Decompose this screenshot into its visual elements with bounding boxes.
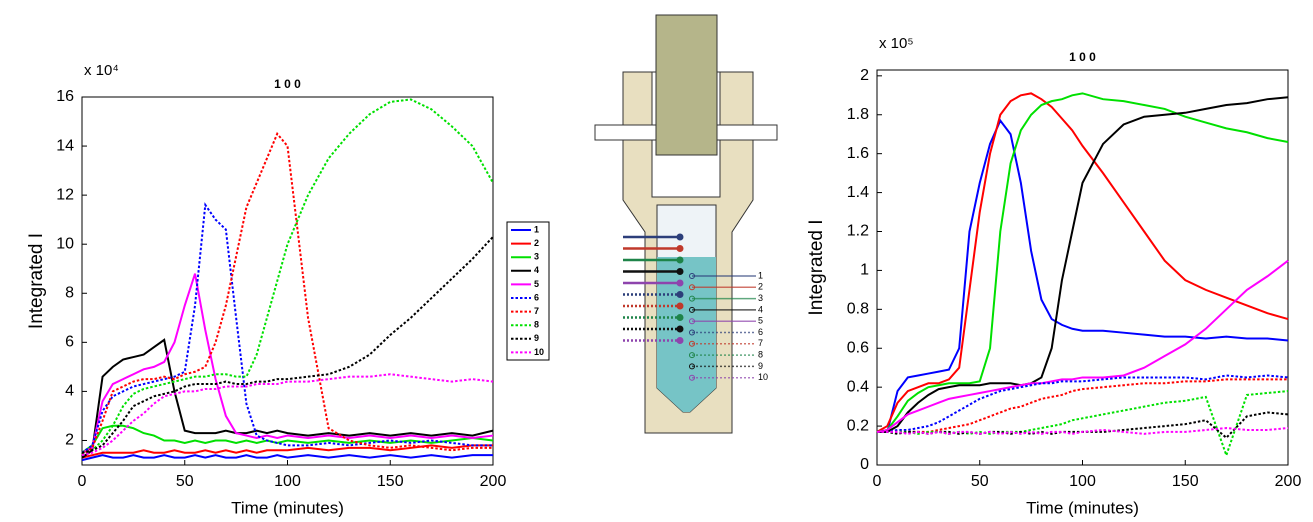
x-tick-label: 0 — [78, 473, 87, 490]
series-line — [877, 374, 1289, 433]
series-line — [81, 236, 494, 454]
chart-title: 1 0 0 — [274, 77, 301, 91]
label-dot — [689, 352, 695, 359]
axis-exponent: x 10⁵ — [879, 35, 914, 52]
axis-exponent: x 10⁴ — [84, 62, 119, 79]
y-tick-label: 14 — [56, 137, 74, 154]
series-line — [81, 131, 493, 456]
probe-label: 9 — [758, 361, 763, 371]
probe-label: 4 — [758, 304, 763, 314]
x-tick-label: 150 — [377, 473, 404, 490]
probe-label: 3 — [758, 293, 763, 303]
label-dot — [689, 273, 695, 279]
y-tick-label: 0.4 — [847, 378, 869, 395]
legend-label: 5 — [534, 279, 539, 289]
legend-label: 4 — [534, 265, 539, 275]
label-dot — [689, 374, 695, 381]
x-axis-label: Time (minutes) — [231, 498, 344, 517]
series-line — [876, 92, 1289, 433]
legend-label: 7 — [534, 306, 539, 316]
legend-label: 2 — [534, 238, 539, 248]
y-tick-label: 0.6 — [847, 339, 869, 356]
legend-label: 6 — [534, 292, 539, 302]
probe-tip — [676, 256, 684, 264]
probe-label: 7 — [758, 338, 763, 348]
x-axis-label: Time (minutes) — [1026, 498, 1139, 517]
y-tick-label: 12 — [56, 186, 74, 203]
y-tick-label: 1.8 — [847, 106, 869, 123]
x-tick-label: 100 — [274, 473, 301, 490]
y-tick-label: 1 — [860, 262, 869, 279]
series-line — [81, 273, 494, 454]
probe-label: 1 — [758, 270, 763, 280]
series-line — [81, 202, 493, 454]
y-axis-label: Integrated I — [26, 233, 47, 329]
probe-tip — [676, 279, 684, 287]
series-line — [81, 424, 494, 454]
label-dot — [689, 284, 695, 291]
y-tick-label: 16 — [56, 88, 74, 105]
legend-label: 1 — [534, 224, 539, 234]
y-tick-label: 2 — [860, 67, 869, 84]
label-dot — [689, 306, 695, 313]
label-dot — [689, 340, 695, 347]
probe-tip — [676, 302, 684, 310]
y-tick-label: 0 — [860, 456, 869, 473]
series-line — [81, 454, 493, 462]
y-tick-label: 0.2 — [847, 417, 869, 434]
y-tick-label: 1.4 — [847, 184, 869, 201]
liquid — [657, 257, 716, 412]
legend-label: 10 — [534, 347, 544, 357]
y-tick-label: 1.2 — [847, 223, 869, 240]
series-line — [81, 444, 493, 459]
label-dot — [689, 318, 695, 325]
y-tick-label: 10 — [56, 235, 74, 252]
x-tick-label: 50 — [971, 473, 989, 490]
y-tick-label: 8 — [65, 284, 74, 301]
legend-box — [506, 221, 550, 361]
legend-label: 9 — [534, 333, 539, 343]
series-line — [876, 259, 1289, 433]
label-dot — [689, 363, 695, 370]
legend-label: 3 — [534, 252, 539, 262]
y-axis-label: Integrated I — [806, 219, 827, 315]
x-tick-label: 150 — [1172, 473, 1199, 490]
x-tick-label: 50 — [176, 473, 194, 490]
x-tick-label: 200 — [1275, 473, 1302, 490]
probe-tip — [676, 268, 684, 275]
probe-label: 2 — [758, 282, 763, 292]
probe-tip — [676, 325, 684, 333]
series-line — [81, 373, 494, 457]
x-tick-label: 200 — [480, 473, 507, 490]
x-tick-label: 100 — [1069, 473, 1096, 490]
y-tick-label: 1.6 — [847, 145, 869, 162]
x-tick-label: 0 — [873, 473, 882, 490]
probe-tip — [676, 314, 684, 321]
probe-tip — [676, 337, 684, 344]
chart-title: 1 0 0 — [1069, 50, 1096, 64]
probe-tip — [676, 233, 684, 241]
series-line — [877, 427, 1289, 435]
y-tick-label: 6 — [65, 334, 74, 351]
label-dot — [689, 295, 695, 302]
probe-label: 8 — [758, 349, 763, 359]
label-dot — [689, 329, 695, 336]
probe-label: 10 — [758, 372, 768, 382]
legend-label: 8 — [534, 320, 539, 330]
probe-tip — [676, 245, 684, 252]
series-line — [876, 92, 1289, 433]
probe-label: 5 — [758, 316, 763, 326]
probe-tip — [676, 291, 684, 298]
series-line — [81, 98, 494, 454]
y-tick-label: 0.8 — [847, 301, 869, 318]
rod — [655, 14, 718, 156]
probe-label: 6 — [758, 327, 763, 337]
y-tick-label: 2 — [65, 432, 74, 449]
y-tick-label: 4 — [65, 383, 74, 400]
series-line — [877, 118, 1289, 433]
series-line — [877, 390, 1289, 459]
